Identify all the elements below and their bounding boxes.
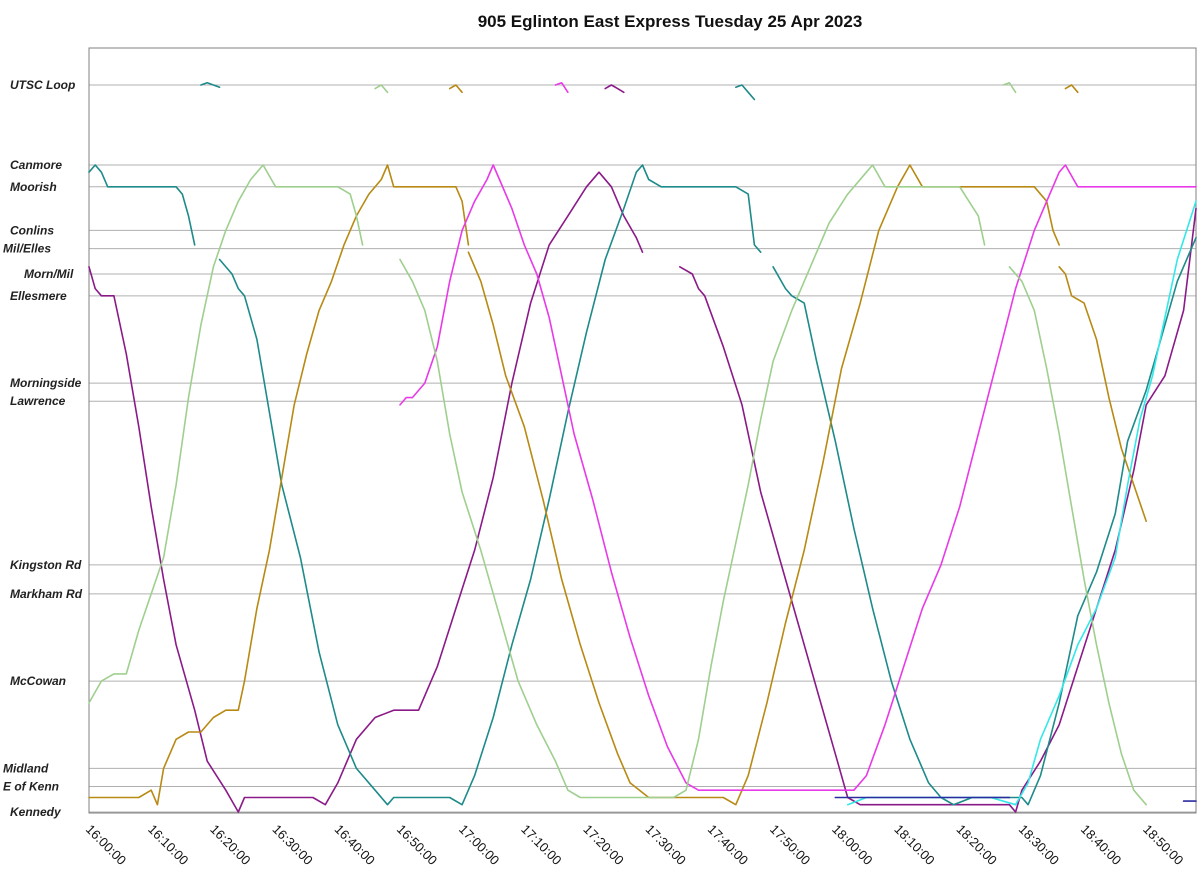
stop-label-e-of-kenn: E of Kenn (3, 780, 59, 794)
x-tick-label: 16:30:00 (269, 822, 315, 868)
trip-line-20 (1008, 266, 1147, 806)
x-tick-label: 18:50:00 (1140, 822, 1186, 868)
x-tick-label: 16:50:00 (394, 822, 440, 868)
trip-line-3 (679, 207, 1197, 813)
stop-label-lawrence: Lawrence (10, 394, 66, 408)
x-tick-label: 18:00:00 (829, 822, 875, 868)
x-tick-label: 17:00:00 (456, 822, 502, 868)
trip-line-13 (1058, 266, 1147, 522)
x-tick-label: 18:10:00 (891, 822, 937, 868)
trip-line-9 (88, 164, 470, 806)
x-tick-label: 17:30:00 (643, 822, 689, 868)
plot-area-frame (88, 47, 1197, 814)
series-lines (88, 82, 1197, 813)
x-tick-label: 16:20:00 (207, 822, 253, 868)
trip-line-10 (448, 84, 463, 94)
stop-label-morn-mil: Morn/Mil (24, 267, 74, 281)
trip-line-4 (88, 164, 196, 246)
stop-label-moorish: Moorish (10, 180, 57, 194)
chart-title: 905 Eglinton East Express Tuesday 25 Apr… (478, 12, 863, 31)
trip-line-11 (467, 164, 1060, 806)
x-tick-label: 18:20:00 (954, 822, 1000, 868)
trip-line-16 (88, 164, 364, 704)
stop-label-midland: Midland (3, 761, 49, 775)
trip-line-12 (1064, 84, 1079, 94)
x-tick-label: 17:10:00 (518, 822, 564, 868)
stop-label-mil-elles: Mil/Elles (3, 242, 51, 256)
x-axis-tick-labels: 16:00:00 16:10:00 16:20:00 16:30:00 16:40:00… (83, 822, 1187, 868)
x-tick-label: 17:50:00 (767, 822, 813, 868)
x-tick-label: 18:40:00 (1078, 822, 1124, 868)
x-tick-label: 18:30:00 (1016, 822, 1062, 868)
stop-label-ellesmere: Ellesmere (10, 289, 67, 303)
trip-line-7 (735, 84, 756, 101)
stop-label-kennedy: Kennedy (10, 805, 62, 819)
x-tick-label: 16:40:00 (332, 822, 378, 868)
stop-label-mccowan: McCowan (10, 674, 66, 688)
x-tick-label: 17:40:00 (705, 822, 751, 868)
stop-label-utsc-loop: UTSC Loop (10, 78, 75, 92)
stop-label-morningside: Morningside (10, 376, 82, 390)
trip-line-18 (399, 164, 986, 799)
stop-label-markham-rd: Markham Rd (10, 587, 83, 601)
trip-line-19 (1002, 82, 1017, 94)
gridlines (89, 84, 1196, 813)
trip-line-1 (88, 171, 644, 813)
x-tick-label: 17:20:00 (580, 822, 626, 868)
stop-label-kingston-rd: Kingston Rd (10, 558, 82, 572)
x-tick-label: 16:10:00 (145, 822, 191, 868)
trip-line-21 (846, 200, 1197, 806)
trip-line-15 (554, 82, 569, 94)
trip-line-17 (374, 84, 389, 94)
trip-line-8 (772, 236, 1197, 806)
trip-line-6 (218, 164, 762, 806)
trip-line-2 (604, 84, 625, 94)
stop-label-conlins: Conlins (10, 223, 54, 237)
trip-line-5 (200, 82, 221, 88)
trip-line-14 (399, 164, 1197, 791)
stop-label-canmore: Canmore (10, 158, 62, 172)
stop-labels: UTSC Loop Canmore Moorish Conlins Mil/Elles M… (3, 78, 83, 819)
x-tick-label: 16:00:00 (83, 822, 129, 868)
